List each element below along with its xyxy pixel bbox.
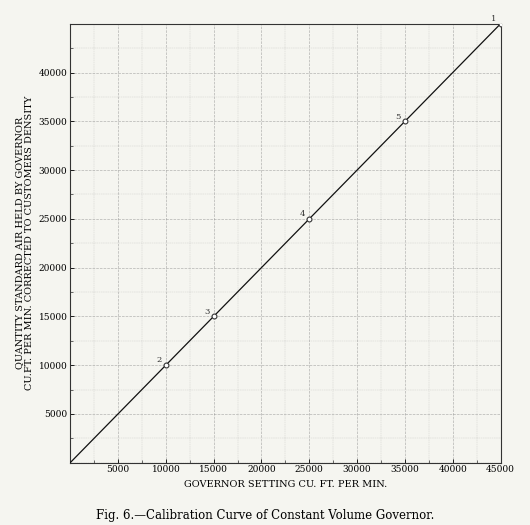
Text: 3: 3 — [204, 308, 209, 316]
Text: 5: 5 — [395, 112, 401, 121]
Text: Fig. 6.—Calibration Curve of Constant Volume Governor.: Fig. 6.—Calibration Curve of Constant Vo… — [96, 509, 434, 522]
Y-axis label: QUANTITY STANDARD AIR HELD BY GOVERNOR
CU.FT. PER MIN. CORRECTED TO CUSTOMERS DE: QUANTITY STANDARD AIR HELD BY GOVERNOR C… — [15, 96, 34, 391]
X-axis label: GOVERNOR SETTING CU. FT. PER MIN.: GOVERNOR SETTING CU. FT. PER MIN. — [184, 480, 387, 489]
Text: 1: 1 — [491, 15, 496, 23]
Text: 2: 2 — [156, 356, 161, 364]
Text: 4: 4 — [299, 210, 305, 218]
